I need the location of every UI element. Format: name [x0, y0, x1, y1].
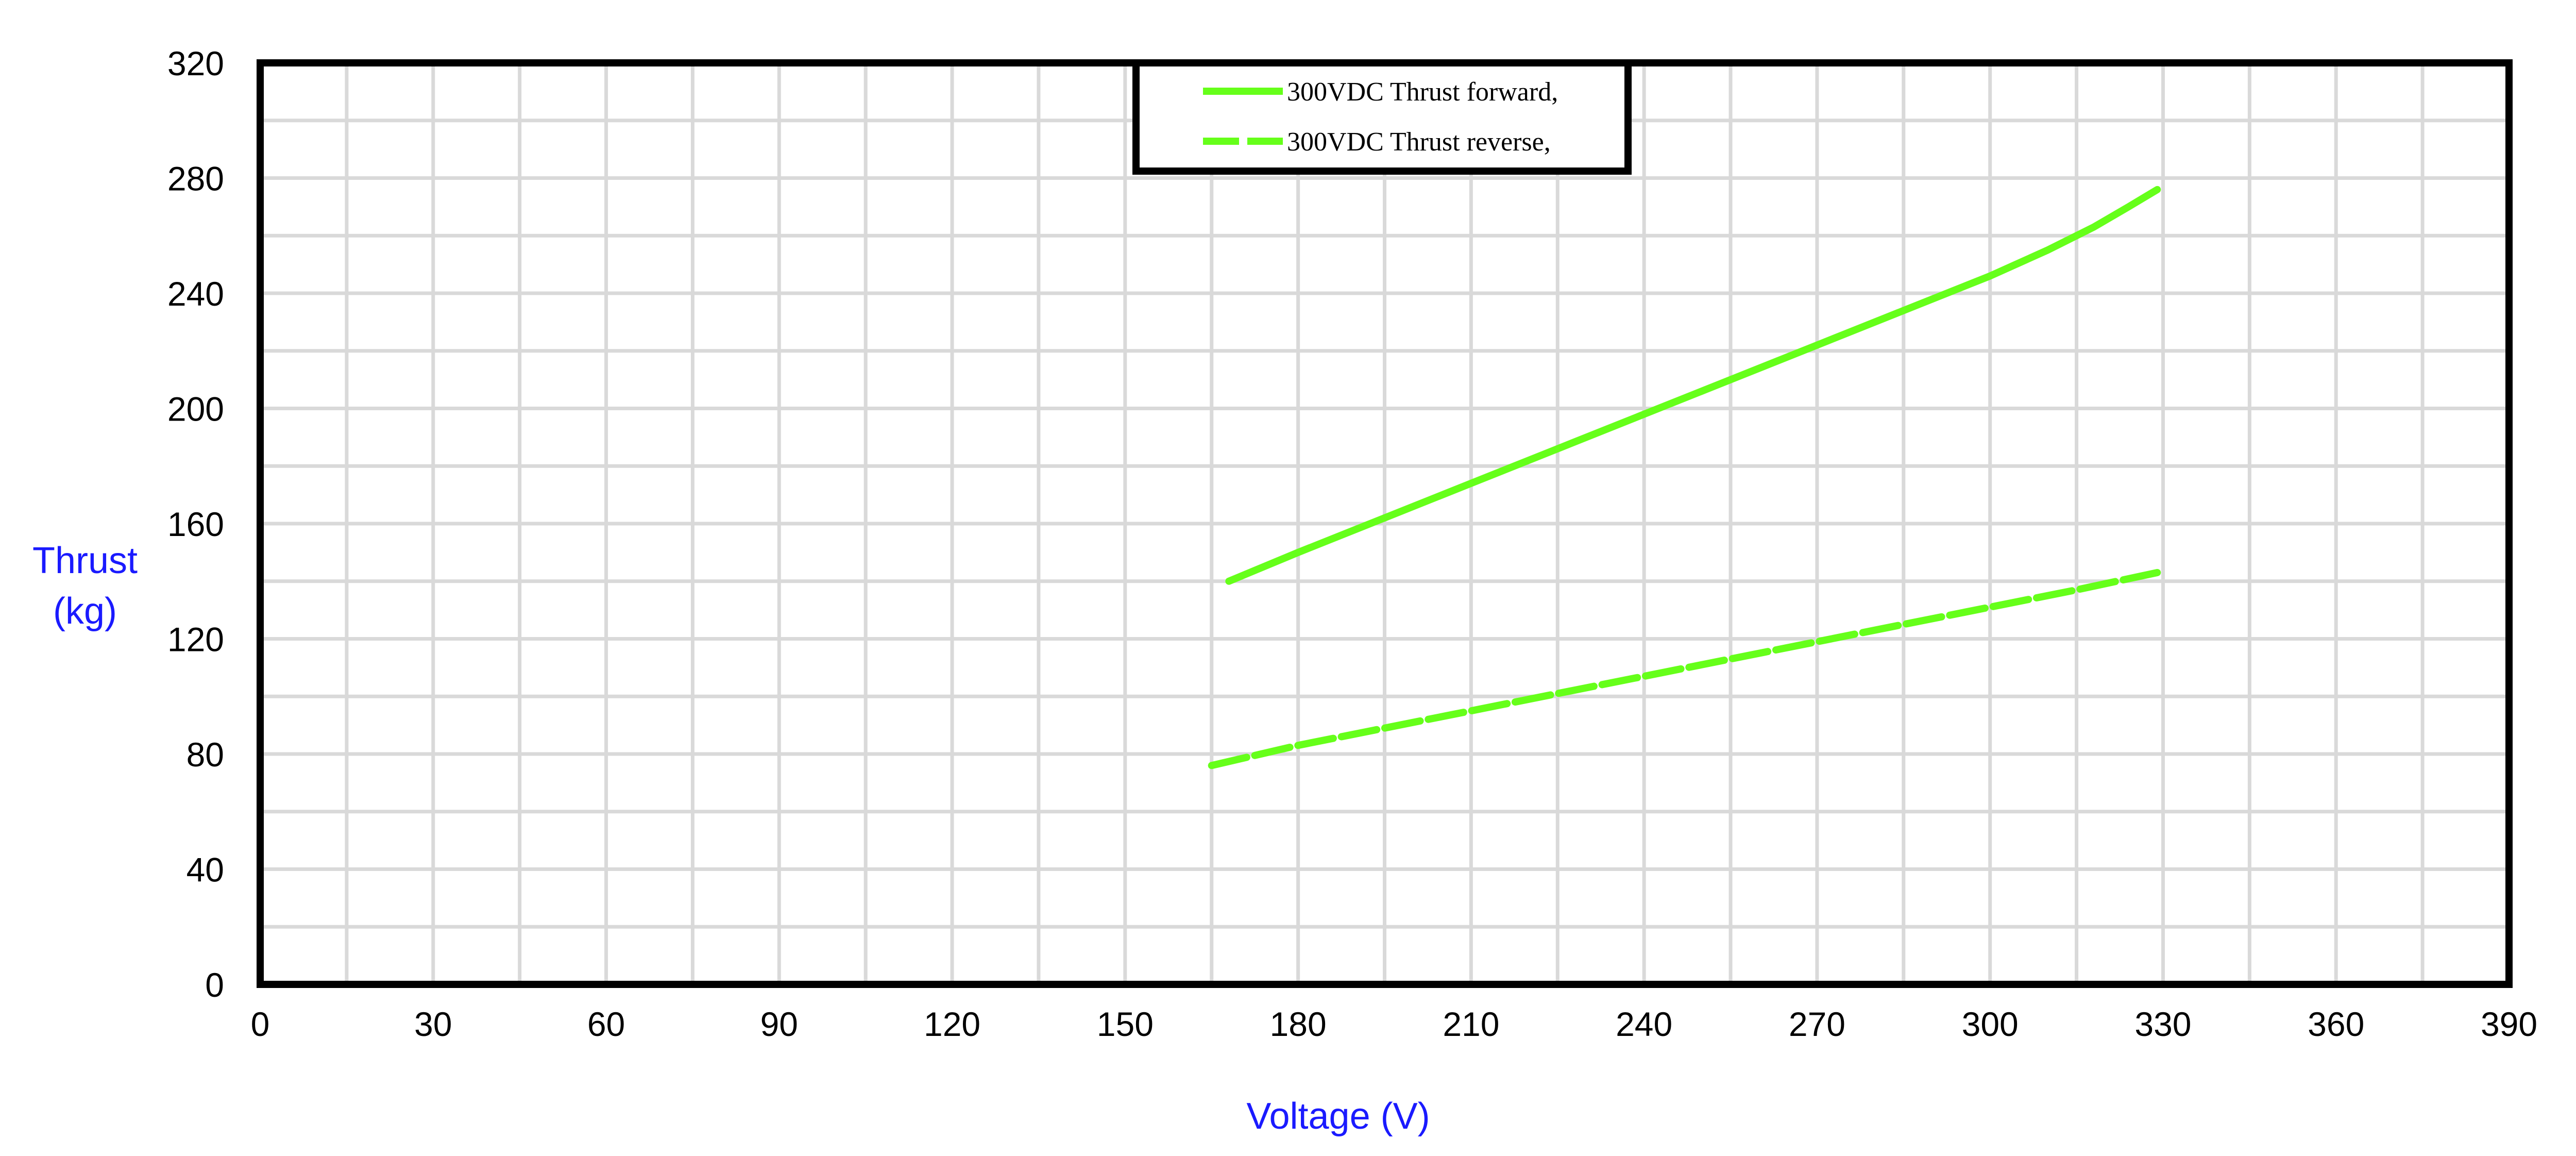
y-tick-label: 120 — [167, 621, 224, 659]
x-tick-label: 330 — [2134, 1005, 2191, 1043]
legend-label-forward: 300VDC Thrust forward, — [1287, 77, 1558, 107]
legend-label-reverse: 300VDC Thrust reverse, — [1287, 127, 1551, 157]
x-tick-label: 240 — [1616, 1005, 1672, 1043]
x-tick-label: 270 — [1789, 1005, 1845, 1043]
x-tick-label: 90 — [760, 1005, 798, 1043]
y-axis-title-line-1: Thrust — [32, 540, 138, 581]
x-tick-label: 30 — [414, 1005, 452, 1043]
x-tick-labels: 0 30 60 90 120 150 180 210 240 270 300 330 360 390 — [251, 1005, 2537, 1043]
x-axis-title: Voltage (V) — [1246, 1096, 1430, 1137]
y-tick-labels: 0 40 80 120 160 200 240 280 320 — [167, 44, 224, 1004]
y-tick-label: 280 — [167, 160, 224, 198]
grid — [260, 63, 2509, 984]
y-tick-label: 0 — [205, 966, 224, 1004]
y-tick-label: 200 — [167, 390, 224, 428]
series-line-reverse — [1208, 568, 2161, 769]
x-tick-label: 210 — [1443, 1005, 1499, 1043]
legend-box — [1132, 59, 1632, 175]
x-tick-label: 300 — [1962, 1005, 2019, 1043]
y-tick-label: 40 — [187, 851, 224, 889]
y-tick-label: 240 — [167, 275, 224, 313]
series-layer — [1208, 186, 2161, 769]
x-tick-label: 0 — [251, 1005, 270, 1043]
y-tick-label: 160 — [167, 505, 224, 543]
legend: 300VDC Thrust forward, 300VDC Thrust rev… — [1132, 59, 1632, 175]
x-tick-label: 360 — [2308, 1005, 2364, 1043]
y-tick-label: 80 — [187, 735, 224, 774]
series-line-forward — [1225, 186, 2161, 585]
x-tick-label: 390 — [2481, 1005, 2537, 1043]
x-tick-label: 150 — [1097, 1005, 1154, 1043]
y-axis-title-line-2: (kg) — [53, 591, 117, 632]
x-tick-label: 60 — [587, 1005, 625, 1043]
y-tick-label: 320 — [167, 44, 224, 82]
x-tick-label: 180 — [1270, 1005, 1327, 1043]
x-tick-label: 120 — [924, 1005, 980, 1043]
